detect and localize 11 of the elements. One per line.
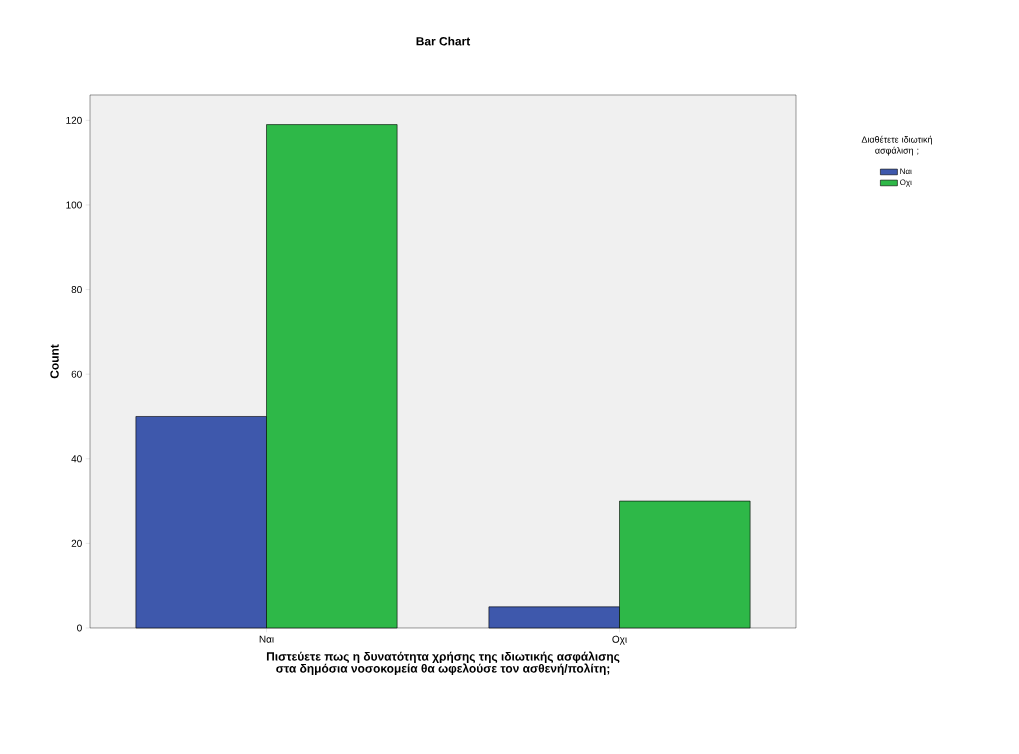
legend-title: Διαθέτετε ιδιωτική ασφάλιση ;	[861, 135, 932, 156]
y-tick-label: 0	[77, 624, 82, 632]
y-tick-label: 80	[71, 286, 82, 294]
y-tick-label: 60	[71, 370, 82, 378]
x-axis-title: Πιστεύετε πως η δυνατότητα χρήσης της ιδιωτικής ασφάλισης στα δημόσια νοσοκομεία θα ωφελούσε τον ασθενή/πολίτη;	[266, 651, 620, 676]
y-tick-label: 20	[71, 539, 82, 547]
y-tick-label: 40	[71, 455, 82, 463]
y-axis-title: Count	[50, 344, 59, 379]
chart-title: Bar Chart	[416, 36, 471, 46]
y-tick-label: 120	[66, 116, 82, 124]
y-tick-label: 100	[66, 201, 82, 209]
